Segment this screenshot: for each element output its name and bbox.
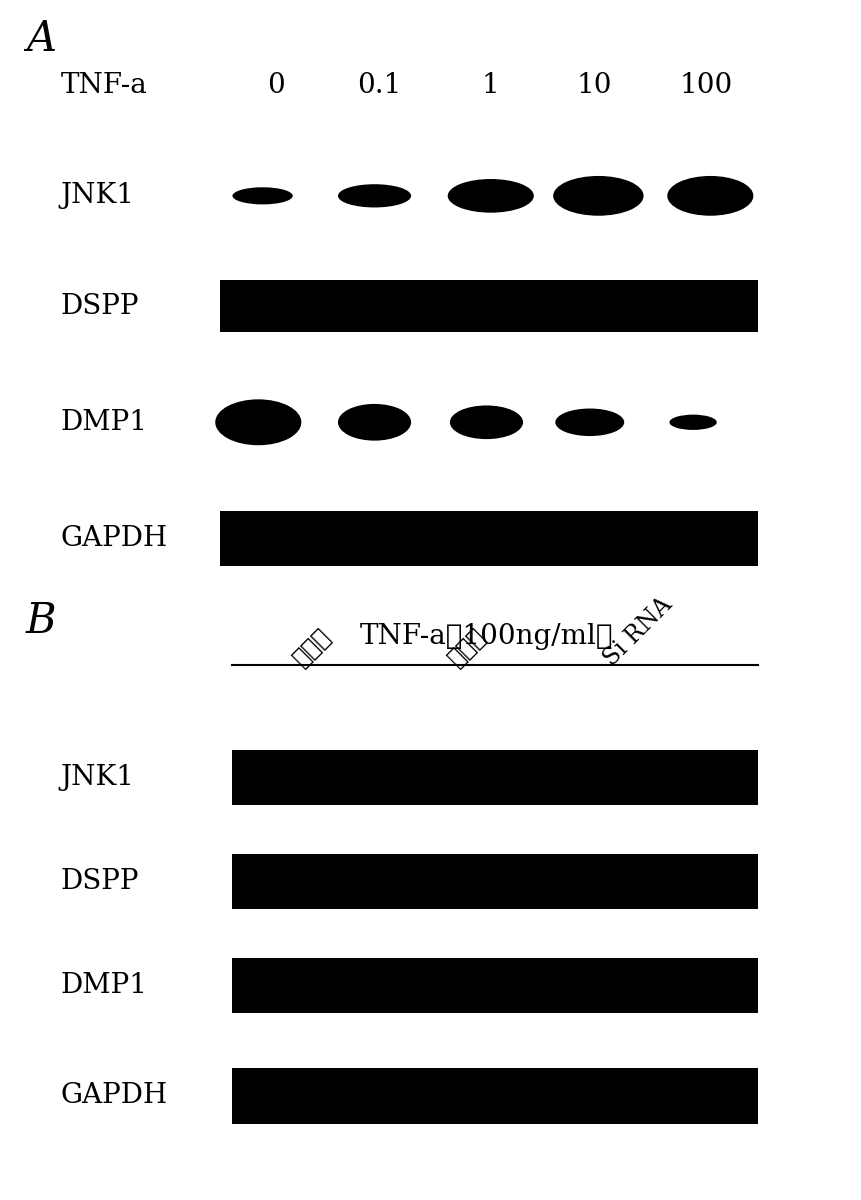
Text: 空白组: 空白组 [289,624,336,671]
Ellipse shape [553,176,643,216]
Text: 对照组: 对照组 [444,624,491,671]
Text: 0.1: 0.1 [356,72,401,100]
Ellipse shape [449,406,523,439]
Ellipse shape [338,185,412,208]
Text: DSPP: DSPP [60,869,139,895]
Text: 1: 1 [482,72,499,100]
Text: B: B [26,600,57,642]
Text: GAPDH: GAPDH [60,526,167,552]
Text: DMP1: DMP1 [60,409,147,436]
Text: DSPP: DSPP [60,293,139,319]
Text: DMP1: DMP1 [60,972,147,1000]
Text: 0: 0 [267,72,284,100]
Ellipse shape [448,179,534,212]
Ellipse shape [215,400,301,445]
Text: Si RNA: Si RNA [599,593,677,671]
Ellipse shape [670,415,716,430]
Text: A: A [26,18,56,60]
Bar [220,280,758,332]
Text: GAPDH: GAPDH [60,1082,167,1110]
Ellipse shape [232,187,293,204]
Bar [232,854,758,910]
Bar [232,1068,758,1123]
Text: JNK1: JNK1 [60,182,134,209]
Bar [232,959,758,1013]
Text: 10: 10 [576,72,612,100]
Ellipse shape [338,404,412,440]
Ellipse shape [667,176,753,216]
Bar [232,750,758,805]
Text: TNF-a（100ng/ml）: TNF-a（100ng/ml） [360,624,613,650]
Ellipse shape [555,408,624,436]
Bar [220,511,758,566]
Text: 100: 100 [679,72,733,100]
Text: TNF-a: TNF-a [60,72,147,100]
Text: JNK1: JNK1 [60,764,134,791]
